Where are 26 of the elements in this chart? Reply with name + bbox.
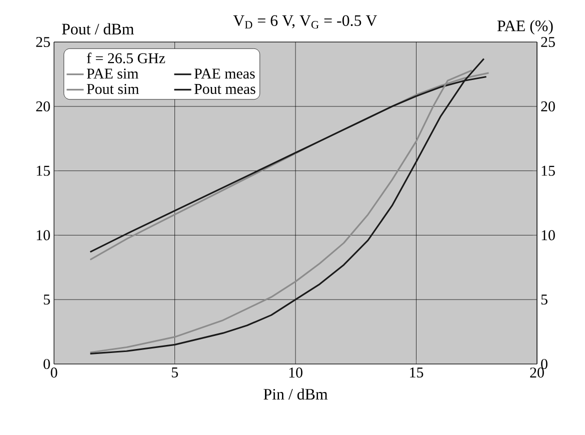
legend-label: PAE sim bbox=[86, 68, 138, 79]
legend-label: PAE meas bbox=[194, 68, 255, 79]
y2-tick-label: 25 bbox=[541, 36, 555, 48]
legend-label: Pout meas bbox=[194, 84, 256, 94]
legend-label: Pout sim bbox=[86, 84, 139, 94]
x-tick-label: 10 bbox=[289, 368, 302, 378]
y-axis-title: Pout / dBm bbox=[62, 23, 134, 34]
y2-tick-label: 15 bbox=[542, 166, 555, 176]
x-tick-label: 5 bbox=[172, 368, 178, 378]
x-tick-label: 20 bbox=[530, 368, 544, 378]
y-tick-label: 20 bbox=[36, 101, 50, 112]
x-tick-label: 0 bbox=[50, 368, 58, 378]
y2-tick-label: 0 bbox=[541, 358, 548, 370]
legend-title: f = 26.5 GHz bbox=[86, 52, 166, 64]
x-axis-title: Pin / dBm bbox=[264, 388, 328, 400]
y-tick-label: 15 bbox=[36, 166, 50, 176]
y2-axis-title: PAE (%) bbox=[497, 20, 553, 34]
y2-tick-label: 20 bbox=[541, 101, 555, 112]
y-tick-label: 5 bbox=[44, 294, 50, 305]
chart-title: V$_{D}$ = 6 V, V$_{G}$ = -0.5 V bbox=[233, 15, 378, 28]
y2-tick-label: 10 bbox=[542, 230, 555, 240]
y-tick-label: 0 bbox=[44, 358, 50, 370]
y2-tick-label: 5 bbox=[541, 294, 548, 305]
x-tick-label: 15 bbox=[410, 368, 424, 378]
y-tick-label: 25 bbox=[36, 36, 50, 48]
y-tick-label: 10 bbox=[36, 230, 50, 240]
